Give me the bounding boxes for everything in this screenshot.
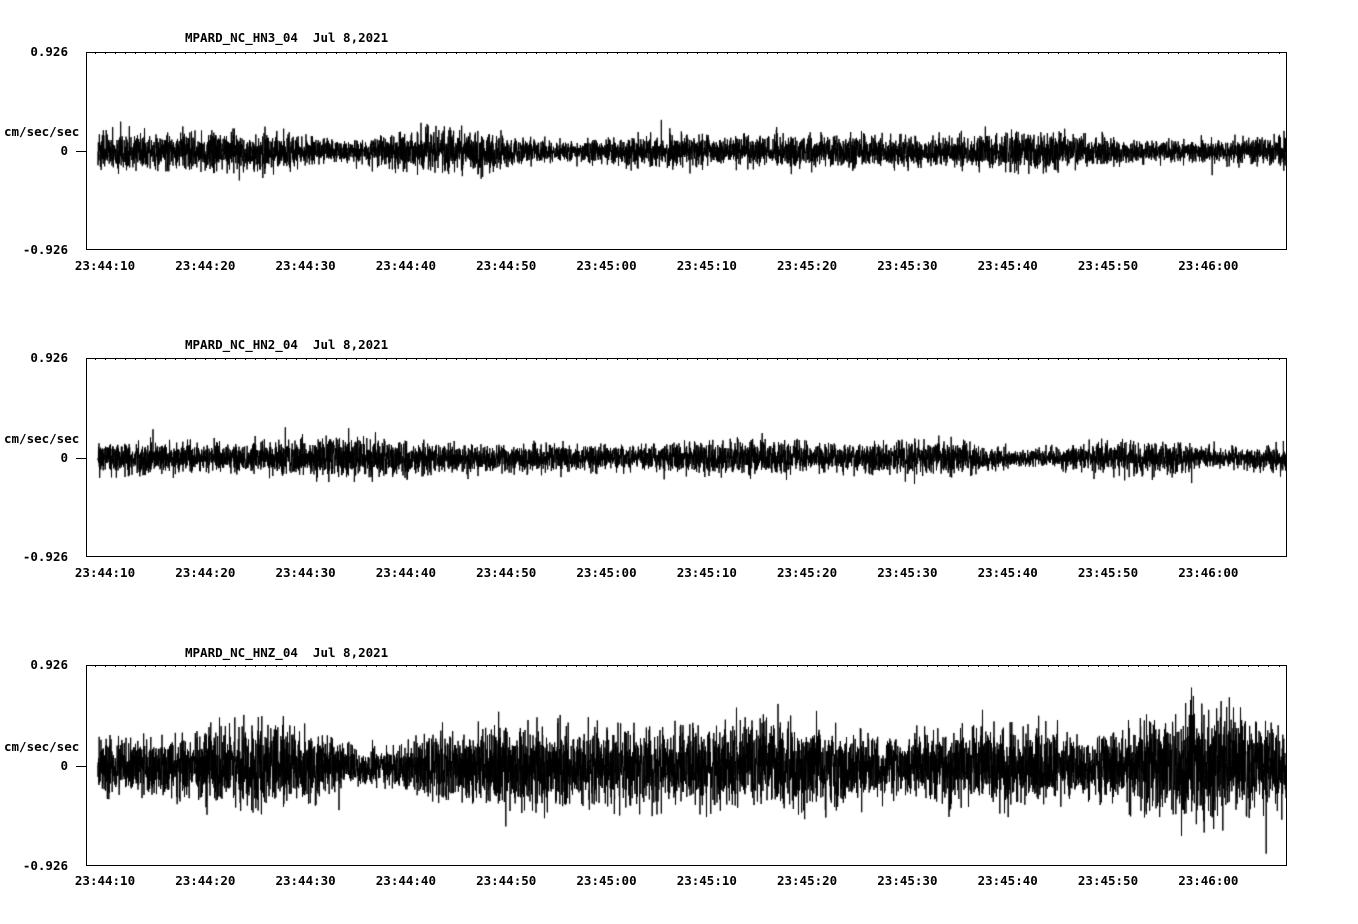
x-tick-label: 23:45:40	[977, 565, 1038, 580]
panel-title-2: MPARD_NC_HN2_04 Jul 8,2021	[185, 337, 389, 352]
x-tick-label: 23:46:00	[1178, 873, 1239, 888]
x-tick-label: 23:44:20	[175, 565, 236, 580]
x-tick-label: 23:45:10	[676, 565, 737, 580]
y-zero-tick-2	[76, 457, 86, 459]
y-zero-tick-3	[76, 765, 86, 767]
x-tick-label: 23:44:50	[476, 565, 537, 580]
x-tick-label: 23:45:00	[576, 873, 637, 888]
x-tick-label: 23:44:30	[275, 565, 336, 580]
x-tick-label: 23:44:10	[74, 873, 136, 888]
x-tick-label: 23:45:50	[1077, 258, 1139, 273]
y-axis-unit-label-2: cm/sec/sec	[4, 430, 80, 446]
panel-title-3: MPARD_NC_HNZ_04 Jul 8,2021	[185, 645, 389, 660]
x-tick-label: 23:44:40	[375, 565, 436, 580]
y-axis-unit-label-3: cm/sec/sec	[4, 738, 80, 754]
x-tick-label: 23:45:10	[676, 258, 737, 273]
y-axis-unit-label-1: cm/sec/sec	[4, 124, 80, 139]
waveform-trace-1	[87, 53, 1286, 249]
y-tick-label-max-2: 0.926	[30, 350, 68, 365]
x-tick-label: 23:45:00	[576, 565, 637, 580]
y-tick-label-min-2: -0.926	[22, 549, 68, 564]
x-tick-label: 23:45:20	[776, 873, 838, 888]
x-tick-label: 23:45:20	[776, 565, 838, 580]
x-tick-label: 23:44:20	[175, 873, 236, 888]
x-tick-label: 23:44:50	[476, 258, 537, 273]
x-tick-label: 23:45:00	[576, 258, 637, 273]
panel-title-1: MPARD_NC_HN3_04 Jul 8,2021	[185, 30, 389, 45]
x-tick-label: 23:45:30	[877, 873, 938, 888]
x-tick-label: 23:45:20	[776, 258, 838, 273]
y-zero-tick-1	[76, 151, 86, 153]
x-tick-label: 23:44:40	[375, 258, 436, 273]
waveform-trace-2	[87, 359, 1286, 556]
x-tick-label: 23:44:40	[375, 873, 436, 888]
x-tick-label: 23:44:10	[74, 258, 136, 273]
x-tick-label: 23:45:40	[977, 873, 1038, 888]
x-tick-label: 23:46:00	[1178, 565, 1239, 580]
x-tick-label: 23:44:50	[476, 873, 537, 888]
x-tick-label: 23:45:50	[1077, 873, 1139, 888]
y-tick-label-max-1: 0.926	[30, 44, 68, 59]
x-tick-label: 23:45:30	[877, 258, 938, 273]
y-tick-label-min-1: -0.926	[22, 242, 68, 257]
waveform-trace-3	[87, 666, 1286, 865]
x-tick-label: 23:45:10	[676, 873, 737, 888]
x-tick-label: 23:45:30	[877, 565, 938, 580]
x-tick-label: 23:44:30	[275, 258, 336, 273]
y-tick-label-min-3: -0.926	[22, 858, 68, 873]
x-tick-label: 23:45:40	[977, 258, 1038, 273]
x-tick-label: 23:45:50	[1077, 565, 1139, 580]
y-tick-label-zero-1: 0	[60, 143, 68, 158]
x-tick-label: 23:44:10	[74, 565, 136, 580]
y-tick-label-zero-2: 0	[60, 449, 68, 465]
x-tick-label: 23:46:00	[1178, 258, 1239, 273]
y-tick-label-zero-3: 0	[60, 757, 68, 773]
x-tick-label: 23:44:20	[175, 258, 236, 273]
y-tick-label-max-3: 0.926	[30, 657, 68, 672]
x-tick-label: 23:44:30	[275, 873, 336, 888]
